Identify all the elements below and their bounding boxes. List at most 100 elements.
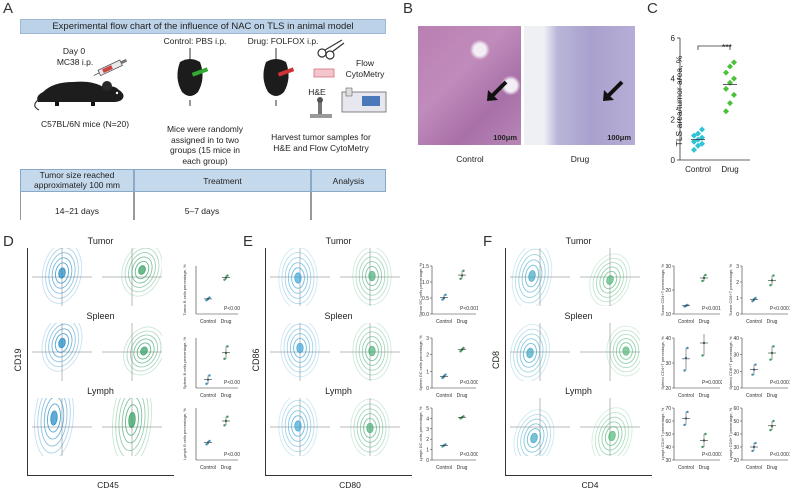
contour-line (601, 421, 623, 451)
y-axis-label: Lymph B cells percentage, % (182, 408, 187, 460)
dot-plot-spleen-cd8: 10 20 30 40 Control Drug P<0.0001 Spleen CD8+T … (728, 336, 790, 399)
timeline-stage-2: Treatment (134, 169, 311, 192)
contour-plot-drug (580, 248, 640, 306)
contour-line (47, 403, 61, 433)
contour-line (356, 408, 384, 448)
dot-plot-spleen: 0 1 2 3 Control Drug P<0.0001 Spleen DC cells p… (418, 335, 478, 399)
panel-f-xlabel: CD4 (581, 480, 599, 490)
contour-line (296, 342, 304, 354)
data-point (444, 443, 447, 446)
contour-core (50, 411, 58, 425)
y-tick-label: 60 (665, 419, 671, 425)
duration-2: 5–7 days (184, 206, 220, 216)
p-value: P<0.001 (460, 306, 478, 312)
contour-line (358, 331, 386, 371)
contour-core (530, 433, 538, 443)
contour-line (511, 248, 553, 306)
data-point (683, 423, 686, 427)
contour-plot-control (32, 398, 92, 456)
histology-drug-image: 100μm (524, 26, 635, 145)
x-tick-label: Drug (767, 465, 778, 471)
p-value: P<0.0001 (770, 306, 790, 312)
data-point (731, 75, 737, 82)
y-axis-label: Tumor CD4+T percentage, % (660, 263, 665, 316)
contour-plot-control (270, 398, 330, 456)
x-tick-label: Drug (699, 465, 710, 471)
contour-line (41, 323, 83, 372)
x-tick-label: Drug (721, 165, 738, 174)
scale-bar-drug: 100μm (607, 133, 631, 142)
y-tick-label: 2 (671, 115, 676, 124)
panel-d-ylabel: CD19 (13, 348, 23, 372)
contour-plot-control (270, 248, 330, 306)
data-point (441, 298, 444, 301)
data-point (208, 374, 211, 377)
timeline-ticks (20, 192, 312, 220)
panel-d-flow-frame: Tumor Spleen Lymph (27, 236, 174, 476)
data-point (731, 59, 737, 66)
y-tick-label: 50 (733, 419, 739, 425)
data-point (691, 138, 697, 145)
contour-line (112, 398, 152, 456)
data-point (226, 274, 229, 277)
mouse-drug-icon (263, 48, 295, 106)
contour-line (138, 265, 146, 275)
contour-line (526, 428, 542, 448)
contour-plot-control (510, 323, 570, 381)
y-tick-label: 3 (426, 336, 429, 342)
contour-line (530, 432, 538, 444)
contour-line (294, 420, 302, 432)
random-note: Mice were randomly assigned in to two gr… (166, 124, 244, 166)
x-tick-label: Control (746, 465, 762, 471)
timeline-stage-2-label: Treatment (203, 175, 242, 186)
data-point (444, 293, 447, 296)
y-tick-label: 1.0 (422, 280, 429, 286)
contour-line (51, 328, 73, 358)
contour-line (591, 407, 633, 456)
mc38-label: MC38 i.p. (56, 57, 94, 67)
dot-plot-lymph-cd8: 20 30 40 50 60 Control Drug P<0.0001 Lymph CD8+T… (728, 406, 790, 471)
contour-line (58, 337, 66, 349)
contour-line (40, 398, 68, 447)
row-title-lymph: Lymph (87, 386, 114, 396)
data-point (691, 132, 697, 139)
contour-line (523, 343, 537, 363)
contour-line (44, 323, 80, 367)
contour-line (608, 430, 616, 442)
x-tick-label: Control (200, 319, 216, 325)
histology-drug-label: Drug (570, 154, 590, 164)
panel-e-ylabel: CD86 (251, 348, 261, 372)
y-axis-label: Tumor DC cells percentage, % (418, 262, 423, 317)
panel-f-ylabel: CD8 (491, 351, 501, 370)
contour-line (278, 248, 318, 306)
panel-f-axis-frame (505, 248, 652, 476)
contour-line (604, 426, 620, 446)
contour-line (291, 415, 305, 437)
contour-line (129, 334, 159, 368)
contour-line (612, 333, 640, 369)
contour-plot-drug (102, 248, 162, 306)
contour-line (55, 262, 69, 284)
contour-line (293, 337, 307, 359)
contour-line (131, 256, 153, 284)
panel-f-flow-frame: Tumor Spleen Lymph (505, 236, 652, 476)
contour-line (515, 248, 549, 304)
contour-line (368, 270, 376, 282)
tls-area-chart: 0 2 4 6 Control Drug (671, 34, 750, 174)
data-point (459, 350, 462, 353)
y-tick-label: 40 (665, 336, 671, 342)
data-point (772, 419, 775, 423)
contour-line (50, 410, 58, 426)
contour-line (125, 404, 139, 436)
contour-line (124, 248, 160, 293)
contour-core (608, 431, 616, 441)
he-label: H&E (308, 87, 326, 97)
y-axis-label: Tumor B cells percentage, % (182, 264, 187, 316)
row-title-spleen: Spleen (324, 311, 353, 321)
panel-a-banner: Experimental flow chart of the influence… (20, 19, 386, 34)
contour-line (359, 413, 381, 443)
data-point (751, 300, 754, 303)
dot-plot-lymph: 0 1 2 3 4 5 Control Drug P<0.0001 Lymph DC cells … (418, 406, 478, 471)
contour-line (596, 262, 624, 298)
histology-control-label: Control (456, 154, 484, 164)
